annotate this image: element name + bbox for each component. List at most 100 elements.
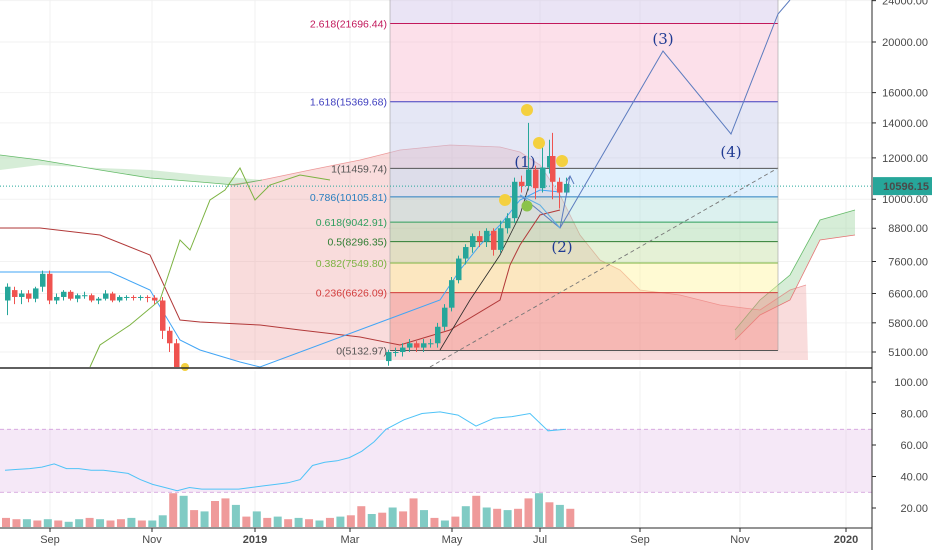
candle [68, 290, 74, 301]
candlestick-series [5, 122, 570, 367]
kijun-sen-line [0, 209, 561, 346]
candle-body [54, 296, 60, 301]
candle [138, 295, 144, 301]
signal-dot-yellow [499, 194, 511, 206]
candle [5, 283, 11, 316]
rsi-line [4, 411, 567, 492]
candle [131, 295, 137, 301]
volume-bar [534, 493, 543, 527]
fib-level-label: 0.786(10105.81) [310, 192, 387, 204]
volume-bar [325, 517, 334, 527]
candle [19, 290, 25, 305]
volume-bar [12, 519, 21, 527]
candle [414, 341, 420, 352]
candle-body [400, 347, 406, 352]
volume-bar [263, 517, 272, 527]
volume-bar [545, 502, 554, 527]
fib-level-label: 2.618(21696.44) [310, 19, 387, 31]
candle [26, 290, 32, 303]
current-price-label: 10596.15 [883, 181, 929, 193]
time-tick-label: Mar [341, 534, 360, 546]
volume-bar [252, 511, 261, 527]
volume-bar [399, 511, 408, 527]
volume-bar [555, 504, 564, 527]
candle [456, 255, 462, 284]
price-tick-label: 12000.00 [882, 153, 928, 165]
time-tick-label: 2020 [834, 534, 858, 546]
candle-body [174, 343, 180, 367]
candle [547, 139, 553, 174]
candle [463, 244, 469, 265]
candle-body [40, 273, 46, 287]
volume-bar [137, 520, 146, 527]
fib-level-label: 0(5132.97) [336, 346, 387, 358]
rsi-tick-label: 100.00 [894, 377, 928, 389]
volume-bar [273, 516, 282, 527]
candle [557, 177, 563, 209]
candle-body [449, 280, 455, 308]
candle-body [131, 296, 137, 298]
candle [167, 326, 173, 352]
signal-dot-yellow [556, 155, 568, 167]
time-tick-label: May [442, 534, 463, 546]
candle-body [89, 295, 95, 301]
candle-body [167, 330, 173, 344]
current-price-badge [873, 177, 932, 196]
senkou-span-b-right [734, 234, 856, 341]
candle-body [26, 293, 32, 299]
volume-bar [64, 521, 73, 527]
volume-bar [33, 520, 42, 527]
cloud-bull-area-left [0, 155, 262, 185]
signal-dot-yellow [533, 137, 545, 149]
signal-dot-yellow-left [181, 363, 189, 371]
volume-bar [54, 520, 63, 527]
candle [540, 143, 546, 193]
wave-label: (1) [514, 153, 535, 171]
volume-bar [305, 519, 314, 527]
volume-bar [472, 495, 481, 527]
candle [54, 293, 60, 305]
volume-bar [96, 519, 105, 527]
candle [160, 296, 166, 340]
fib-level-label: 1(11459.74) [331, 163, 387, 175]
candle-body [557, 181, 563, 193]
candle-body [540, 167, 546, 189]
ichimoku-cloud [0, 144, 856, 360]
candle-body [484, 230, 490, 242]
candle-body [564, 183, 570, 193]
candle [75, 293, 81, 303]
candle-body [160, 300, 166, 331]
fib-level-label: 0.5(8296.35) [327, 237, 387, 249]
candle [442, 304, 448, 331]
rsi-tick-label: 40.00 [900, 472, 928, 484]
candle-body [414, 343, 420, 348]
candle-body [407, 343, 413, 348]
volume-bar [315, 520, 324, 527]
fib-band [390, 292, 778, 351]
price-tick-label: 5100.00 [888, 347, 928, 359]
volume-series [2, 493, 575, 527]
fib-level-label: 0.382(7549.80) [316, 258, 387, 270]
price-tick-label: 10000.00 [882, 194, 928, 206]
volume-bar [357, 506, 366, 527]
price-tick-label: 6600.00 [888, 289, 928, 301]
volume-bar [85, 517, 94, 527]
candle-body [428, 343, 434, 345]
candle-body [456, 258, 462, 281]
candle-body [435, 326, 441, 344]
candle [145, 295, 151, 303]
candle-body [61, 291, 67, 297]
candle [550, 132, 556, 200]
rsi-tick-label: 60.00 [900, 440, 928, 452]
candle [484, 228, 490, 248]
volume-bar [440, 520, 449, 527]
fib-band [390, 23, 778, 102]
candle-body [33, 288, 39, 299]
candle-body [75, 295, 81, 299]
candle [470, 233, 476, 253]
senkou-span-a-right [734, 209, 856, 331]
candle [110, 291, 116, 303]
candle-body [512, 181, 518, 219]
